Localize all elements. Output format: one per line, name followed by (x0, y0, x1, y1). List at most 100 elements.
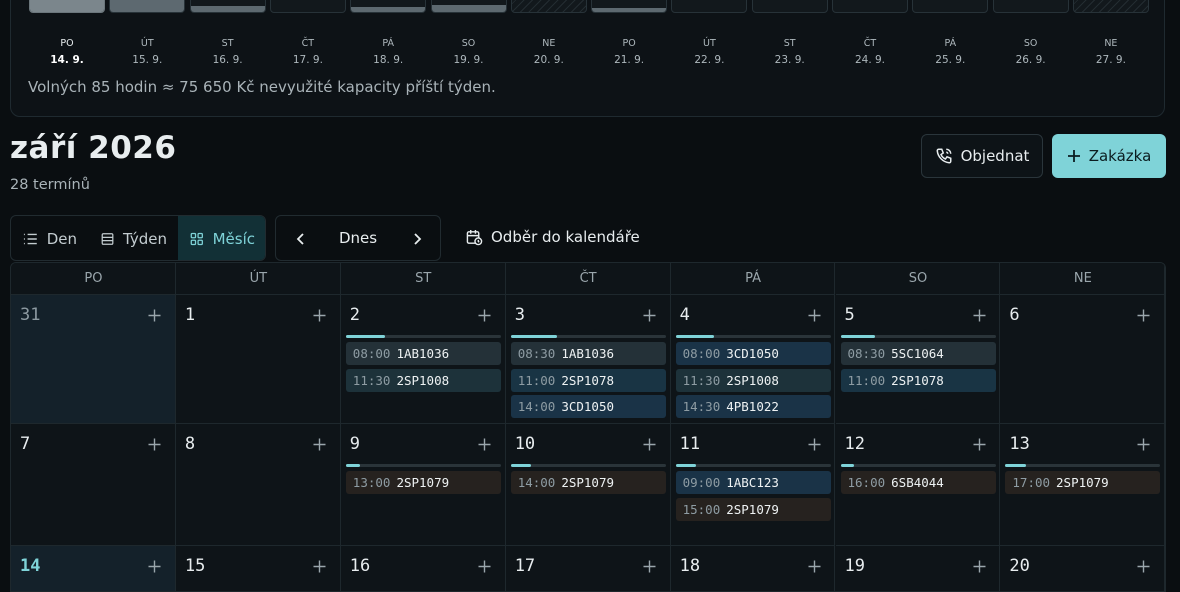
order-button[interactable]: Objednat (921, 134, 1043, 178)
month-grid: PO ÚT ST ČT PÁ SO NE 31 1 2 08:00 1AB1036 11:30 2SP10… (10, 262, 1166, 592)
add-event-button[interactable] (808, 560, 821, 573)
event-chip[interactable]: 11:00 2SP1078 (510, 368, 666, 392)
day-cell[interactable]: 7 (11, 424, 176, 546)
calendar-subscribe[interactable]: Odběr do kalendáře (466, 228, 640, 246)
month-title: září 2026 (10, 130, 177, 166)
add-event-button[interactable] (313, 309, 326, 322)
event-chip[interactable]: 11:00 2SP1078 (840, 368, 996, 392)
day-cell[interactable]: 11 09:00 1ABC123 15:00 2SP1079 (670, 424, 836, 546)
event-time: 16:00 (847, 475, 886, 490)
prev-button[interactable] (295, 232, 307, 246)
new-job-button[interactable]: Zakázka (1052, 134, 1166, 178)
event-chip[interactable]: 08:30 5SC1064 (840, 342, 996, 365)
capacity-weekday: PÁ (944, 38, 957, 49)
day-cell[interactable]: 5 08:30 5SC1064 11:00 2SP1078 (835, 295, 1001, 424)
add-event-button[interactable] (973, 309, 986, 322)
add-event-button[interactable] (973, 438, 986, 451)
day-cell[interactable]: 10 14:00 2SP1079 (505, 424, 671, 546)
add-event-button[interactable] (478, 309, 491, 322)
event-code: 6SB4044 (891, 475, 944, 490)
day-cell[interactable]: 6 (1000, 295, 1165, 424)
today-button[interactable]: Dnes (338, 229, 378, 247)
day-number: 6 (1009, 305, 1020, 325)
add-event-button[interactable] (478, 438, 491, 451)
add-event-button[interactable] (313, 438, 326, 451)
day-cell[interactable]: 16 (340, 546, 506, 591)
event-code: 1ABC123 (726, 475, 779, 490)
day-cell[interactable]: 1 (175, 295, 341, 424)
capacity-bar (832, 0, 908, 13)
add-event-button[interactable] (1137, 438, 1150, 451)
day-cell[interactable]: 18 (670, 546, 836, 591)
event-chip[interactable]: 14:30 4PB1022 (675, 395, 831, 418)
add-event-button[interactable] (478, 560, 491, 573)
capacity-bar (912, 0, 989, 13)
next-button[interactable] (411, 232, 423, 246)
event-chip[interactable]: 08:00 1AB1036 (345, 342, 501, 365)
day-cell[interactable]: 4 08:00 3CD1050 11:30 2SP1008 14:30 4PB1022 (670, 295, 836, 424)
add-event-button[interactable] (148, 309, 161, 322)
event-code: 2SP1079 (1056, 475, 1109, 490)
day-cell[interactable]: 3 08:30 1AB1036 11:00 2SP1078 14:00 3CD1050 (505, 295, 671, 424)
day-cell[interactable]: 15 (175, 546, 341, 591)
event-chip[interactable]: 09:00 1ABC123 (675, 471, 831, 494)
capacity-weekday: PO (622, 38, 636, 49)
capacity-progress (1005, 464, 1026, 467)
event-chip[interactable]: 11:30 2SP1008 (345, 368, 501, 392)
event-chip[interactable]: 15:00 2SP1079 (675, 497, 831, 521)
add-event-button[interactable] (643, 560, 656, 573)
day-cell[interactable]: 2 08:00 1AB1036 11:30 2SP1008 (340, 295, 506, 424)
event-chip[interactable]: 14:00 3CD1050 (510, 395, 666, 418)
add-event-button[interactable] (313, 560, 326, 573)
add-event-button[interactable] (973, 560, 986, 573)
day-cell[interactable]: 20 (1000, 546, 1165, 591)
day-cell[interactable]: 17 (505, 546, 671, 591)
event-chip[interactable]: 16:00 6SB4044 (840, 471, 996, 494)
view-week[interactable]: Týden (89, 216, 179, 260)
day-cell[interactable]: 19 (835, 546, 1001, 591)
add-event-button[interactable] (1137, 560, 1150, 573)
day-cell[interactable]: 13 17:00 2SP1079 (1000, 424, 1165, 546)
day-cell[interactable]: 9 13:00 2SP1079 (340, 424, 506, 546)
event-time: 13:00 (352, 475, 391, 490)
day-cell[interactable]: 31 (11, 295, 176, 424)
view-month[interactable]: Měsíc (178, 216, 265, 260)
event-time: 14:00 (517, 399, 556, 414)
capacity-progress (840, 464, 855, 467)
capacity-weekday: PO (60, 38, 74, 49)
capacity-weekday: ÚT (140, 38, 154, 49)
day-number: 7 (20, 434, 31, 454)
add-event-button[interactable] (1137, 309, 1150, 322)
event-time: 14:00 (517, 475, 556, 490)
event-chip[interactable]: 13:00 2SP1079 (345, 471, 501, 494)
weekday-header (505, 263, 671, 295)
day-cell[interactable]: 14 (11, 546, 176, 591)
add-event-button[interactable] (808, 438, 821, 451)
add-event-button[interactable] (643, 438, 656, 451)
event-time: 08:00 (352, 346, 391, 361)
day-cell[interactable]: 12 16:00 6SB4044 (835, 424, 1001, 546)
capacity-bar (671, 0, 748, 13)
add-event-button[interactable] (148, 560, 161, 573)
add-event-button[interactable] (643, 309, 656, 322)
add-event-button[interactable] (808, 309, 821, 322)
capacity-bar (109, 0, 186, 13)
event-chip[interactable]: 08:00 3CD1050 (675, 342, 831, 365)
weekday-label: PO (84, 271, 103, 286)
capacity-track (840, 464, 996, 467)
day-cell[interactable]: 8 (175, 424, 341, 546)
weekday-header (11, 263, 176, 295)
day-number: 16 (349, 556, 371, 576)
day-number: 2 (349, 305, 361, 325)
event-chip[interactable]: 17:00 2SP1079 (1005, 471, 1161, 494)
weekday-label: SO (908, 271, 928, 286)
add-event-button[interactable] (148, 438, 161, 451)
event-chip[interactable]: 11:30 2SP1008 (675, 368, 831, 392)
event-chip[interactable]: 08:30 1AB1036 (510, 342, 666, 365)
event-code: 3CD1050 (726, 346, 779, 361)
capacity-fill (30, 0, 104, 12)
event-chip[interactable]: 14:00 2SP1079 (510, 471, 666, 494)
view-day[interactable]: Den (11, 216, 89, 260)
day-number: 8 (184, 434, 196, 454)
day-number: 12 (844, 434, 865, 454)
